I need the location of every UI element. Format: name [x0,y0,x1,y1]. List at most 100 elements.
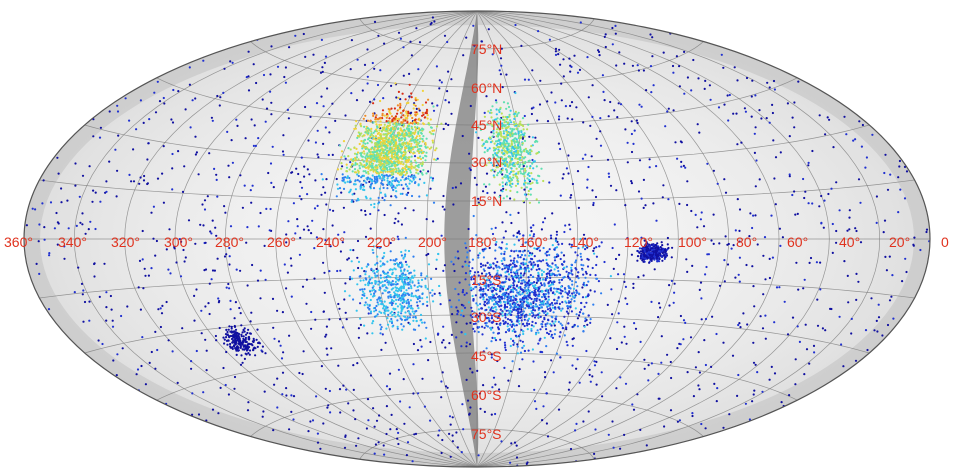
data-point [344,114,347,117]
data-point [81,223,84,226]
data-point [470,286,473,289]
data-point [510,320,513,323]
data-point [487,296,491,299]
data-point [139,99,142,102]
data-point [369,374,373,377]
data-point [491,293,494,296]
data-point [532,360,535,363]
data-point [722,341,725,344]
data-point [518,333,522,336]
data-point [188,83,191,86]
data-point [128,173,131,176]
data-point [378,126,381,129]
data-point [527,279,531,283]
data-point [155,239,158,243]
data-point [372,102,375,105]
data-point [501,281,504,284]
data-point [247,89,251,92]
data-point [560,263,564,266]
data-point [306,225,309,228]
data-point [48,252,51,255]
data-point [116,169,119,172]
data-point [349,68,352,71]
data-point [653,258,656,261]
data-point [437,252,440,256]
data-point [300,156,303,159]
data-point [314,141,317,144]
data-point [607,172,610,175]
data-point [93,262,96,266]
data-point [200,309,203,312]
data-point [354,124,357,127]
data-point [418,41,422,44]
data-point [733,66,736,69]
data-point [417,163,420,166]
data-point [516,254,520,257]
data-point [281,393,284,396]
data-point [504,280,507,283]
data-point [409,114,412,117]
parallel-line [250,390,704,437]
data-point [678,419,682,422]
data-point [673,291,676,294]
data-point [477,283,480,286]
data-point [355,99,359,102]
data-point [652,84,655,87]
data-point [659,250,662,254]
data-point [509,291,512,294]
data-point [410,139,413,142]
data-point [643,367,646,370]
data-point [549,289,553,292]
data-point [341,326,344,329]
data-point [440,122,443,125]
data-point [779,244,782,247]
data-point [379,116,382,119]
data-point [290,410,293,413]
data-point [781,236,785,239]
data-point [486,261,489,264]
data-point [356,136,359,139]
data-point [459,182,463,185]
data-point [559,194,562,197]
data-point [183,165,186,168]
data-point [873,329,876,332]
data-point [341,179,344,182]
data-point [554,101,557,104]
data-point [273,383,276,386]
data-point [593,360,596,363]
data-point [224,383,227,387]
data-point [553,293,556,296]
data-point [609,184,613,187]
data-point [489,308,492,311]
data-point [506,318,510,321]
data-point [509,299,512,302]
data-point [281,311,284,314]
data-point [389,129,392,132]
data-point [449,423,452,426]
data-point [330,347,333,350]
data-point [381,112,384,115]
data-point [479,302,482,306]
data-point [483,410,486,413]
data-point [354,163,357,166]
data-point [88,319,91,322]
data-point [519,351,523,354]
data-point [312,53,315,56]
data-point [57,222,60,225]
data-point [499,301,502,304]
data-point [760,117,763,120]
data-point [141,229,144,233]
data-point [559,292,563,295]
data-point [180,240,183,243]
data-point [412,152,415,155]
data-point [530,253,533,256]
data-point [450,305,453,308]
data-point [686,76,690,79]
data-point [660,254,664,257]
data-point [493,142,496,145]
data-point [543,311,546,314]
data-point [346,180,349,183]
data-point [536,260,539,263]
data-point [355,147,358,150]
data-point [283,263,286,266]
